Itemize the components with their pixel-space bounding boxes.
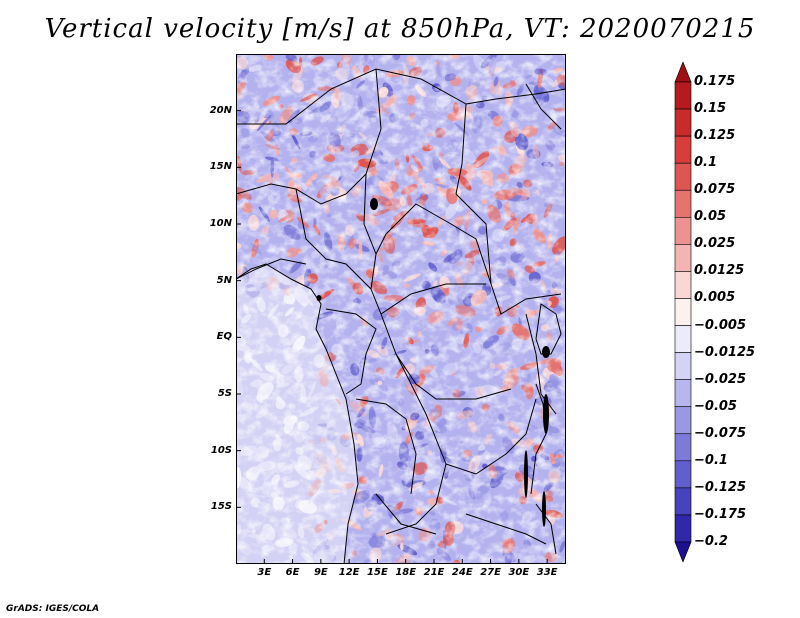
colorbar-segment	[674, 271, 692, 299]
longitude-label: 12E	[338, 567, 360, 578]
colorbar-segment	[674, 541, 692, 562]
longitude-label: 18E	[395, 567, 417, 578]
colorbar-segment	[674, 406, 692, 435]
latitude-label: 15N	[209, 161, 232, 173]
longitude-label: 9E	[313, 567, 328, 578]
colorbar-label: 0.075	[694, 182, 736, 198]
colorbar-segment	[674, 81, 692, 110]
longitude-label: 21E	[423, 567, 445, 578]
colorbar-segment	[674, 162, 692, 191]
colorbar-segment	[674, 298, 692, 326]
latitude-label: 10S	[210, 444, 232, 456]
colorbar-label: −0.005	[694, 317, 747, 333]
longitude-label: 6E	[285, 567, 300, 578]
colorbar-segment	[674, 216, 692, 245]
map-frame	[236, 54, 566, 564]
longitude-label: 24E	[451, 567, 473, 578]
colorbar-label: 0.05	[694, 209, 727, 225]
colorbar-segment	[674, 135, 692, 164]
colorbar-segment	[674, 352, 692, 380]
colorbar-segment	[674, 379, 692, 408]
colorbar-label: −0.05	[694, 398, 737, 414]
colorbar-label: 0.0125	[694, 263, 745, 279]
colorbar-label: −0.0125	[694, 344, 756, 360]
colorbar-label: 0.125	[694, 128, 736, 144]
colorbar-segment	[674, 62, 692, 83]
colorbar-label: 0.1	[694, 155, 718, 171]
grads-credit: GrADS: IGES/COLA	[6, 604, 100, 614]
colorbar-segment	[674, 325, 692, 353]
longitude-label: 27E	[480, 567, 501, 578]
colorbar-label: −0.125	[694, 479, 747, 495]
latitude-label: 10N	[209, 218, 232, 229]
colorbar-label: 0.175	[694, 74, 736, 89]
longitude-label: 33E	[536, 567, 558, 578]
latitude-label: 5N	[216, 274, 232, 286]
colorbar-label: −0.075	[694, 425, 747, 441]
vertical-velocity-map	[236, 54, 566, 564]
colorbar-segment	[674, 189, 692, 218]
latitude-label: 20N	[209, 104, 232, 116]
colorbar-label: 0.025	[694, 236, 736, 252]
colorbar-segment	[674, 487, 692, 516]
colorbar-label: 0.005	[694, 290, 736, 306]
latitude-label: EQ	[216, 331, 232, 343]
colorbar-bar	[674, 62, 692, 562]
latitude-label: 5S	[217, 388, 232, 399]
colorbar-segment	[674, 108, 692, 137]
longitude-label: 30E	[508, 567, 530, 578]
water-bodies	[316, 198, 550, 527]
map-panel	[236, 54, 566, 564]
colorbar-label: −0.175	[694, 506, 747, 522]
colorbar-label: 0.15	[694, 101, 727, 117]
longitude-label: 15E	[367, 567, 388, 578]
map-title: Vertical velocity [m/s] at 850hPa, VT: 2…	[44, 14, 756, 44]
colorbar-label: −0.2	[694, 534, 728, 549]
colorbar-segment	[674, 460, 692, 489]
colorbar-label: −0.025	[694, 371, 747, 387]
field-texture	[236, 54, 566, 564]
colorbar-segment	[674, 433, 692, 462]
colorbar-segment	[674, 244, 692, 272]
latitude-label: 15S	[210, 501, 232, 513]
longitude-label: 3E	[257, 567, 272, 578]
country-borders	[236, 68, 566, 555]
colorbar-segment	[674, 514, 692, 543]
colorbar-label: −0.1	[694, 452, 728, 468]
